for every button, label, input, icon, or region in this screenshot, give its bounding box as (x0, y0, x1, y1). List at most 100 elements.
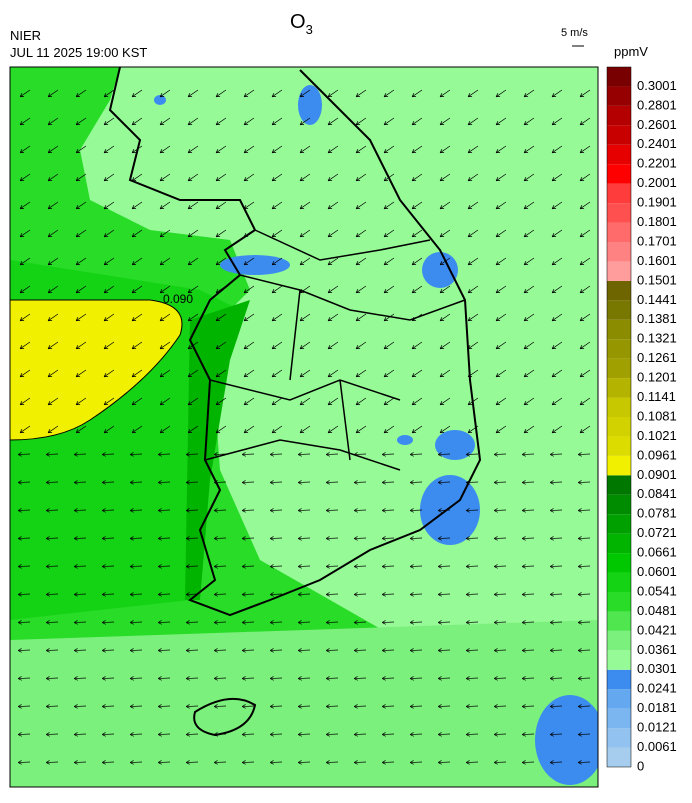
south-sea-area (10, 620, 598, 787)
wind-arrow (549, 648, 563, 653)
wind-arrow (577, 676, 591, 681)
wind-arrow (17, 760, 31, 765)
wind-arrow (495, 369, 507, 378)
wind-arrow (17, 620, 31, 625)
wind-arrow (549, 732, 563, 737)
wind-arrow (215, 369, 227, 378)
wind-arrows (17, 89, 591, 765)
wind-arrow (523, 89, 535, 98)
wind-arrow (243, 173, 255, 182)
wind-arrow (297, 732, 311, 737)
wind-arrow (187, 117, 199, 126)
wind-arrow (551, 313, 563, 322)
colorbar-swatch (607, 475, 631, 495)
wind-arrow (129, 620, 143, 625)
wind-arrow (437, 508, 451, 513)
wind-arrow (73, 564, 87, 569)
wind-arrow (467, 425, 479, 434)
wind-arrow (327, 173, 339, 182)
colorbar-swatch (607, 203, 631, 223)
wind-arrow (131, 341, 143, 350)
wind-arrow (75, 89, 87, 98)
colorbar-label: 0.0541 (637, 583, 677, 598)
wind-arrow (577, 536, 591, 541)
wind-arrow (549, 760, 563, 765)
wind-arrow (439, 285, 451, 294)
wind-arrow (465, 732, 479, 737)
wind-arrow (495, 229, 507, 238)
wind-arrow (269, 732, 283, 737)
wind-arrow (45, 508, 59, 513)
colorbar-label: 0.0841 (637, 486, 677, 501)
wind-arrow (271, 89, 283, 98)
wind-arrow (215, 397, 227, 406)
wind-arrow (47, 173, 59, 182)
wind-arrow (467, 369, 479, 378)
wind-arrow (579, 229, 591, 238)
colorbar-swatch (607, 494, 631, 515)
colorbar-swatch (607, 67, 631, 87)
wind-arrow (73, 508, 87, 513)
wind-arrow (579, 173, 591, 182)
wind-arrow (101, 452, 115, 457)
wind-arrow (409, 564, 423, 569)
wind-arrow (325, 648, 339, 653)
wind-arrow (75, 201, 87, 210)
wind-arrow (17, 452, 31, 457)
wind-arrow (411, 201, 423, 210)
wind-arrow (465, 536, 479, 541)
wind-arrow (269, 508, 283, 513)
wind-arrow (579, 397, 591, 406)
wind-arrow (157, 704, 171, 709)
wind-arrow (353, 508, 367, 513)
wind-arrow (577, 760, 591, 765)
wind-arrow (465, 592, 479, 597)
wind-arrow (439, 201, 451, 210)
colorbar-swatch (607, 747, 631, 767)
wind-arrow (157, 620, 171, 625)
wind-arrow (47, 145, 59, 154)
wind-arrow (215, 425, 227, 434)
wind-arrow (521, 480, 535, 485)
colorbar-label: 0.0121 (637, 720, 677, 735)
wind-arrow (521, 676, 535, 681)
wind-arrow (521, 704, 535, 709)
wind-arrow (73, 480, 87, 485)
wind-arrow (327, 397, 339, 406)
wind-arrow (439, 89, 451, 98)
wind-arrow (327, 257, 339, 266)
wind-arrow (299, 425, 311, 434)
wind-arrow (215, 229, 227, 238)
wind-arrow (579, 341, 591, 350)
colorbar: 0 0.0061 0.0121 0.0181 0.0241 0.0301 0.0361 0.0… (606, 66, 677, 773)
wind-arrow (73, 676, 87, 681)
wind-arrow (297, 760, 311, 765)
wind-arrow (269, 760, 283, 765)
yellow-area (10, 299, 183, 441)
wind-arrow (495, 257, 507, 266)
wind-arrow (103, 145, 115, 154)
wind-arrow (101, 620, 115, 625)
wind-arrow (157, 648, 171, 653)
wind-arrow (157, 592, 171, 597)
wind-arrow (579, 257, 591, 266)
wind-arrow (523, 313, 535, 322)
wind-arrow (103, 285, 115, 294)
wind-arrow (187, 201, 199, 210)
wind-arrow (521, 508, 535, 513)
wind-arrow (19, 369, 31, 378)
wind-arrow (17, 480, 31, 485)
wind-arrow (409, 732, 423, 737)
wind-arrow (129, 732, 143, 737)
wind-arrow (493, 564, 507, 569)
wind-arrow (185, 480, 199, 485)
wind-arrow (129, 536, 143, 541)
wind-arrow (549, 480, 563, 485)
wind-arrow (103, 257, 115, 266)
wind-arrow (159, 173, 171, 182)
wind-arrow (271, 425, 283, 434)
wind-arrow (495, 89, 507, 98)
colorbar-swatch (607, 689, 631, 709)
wind-arrow (409, 536, 423, 541)
wind-arrow (437, 620, 451, 625)
